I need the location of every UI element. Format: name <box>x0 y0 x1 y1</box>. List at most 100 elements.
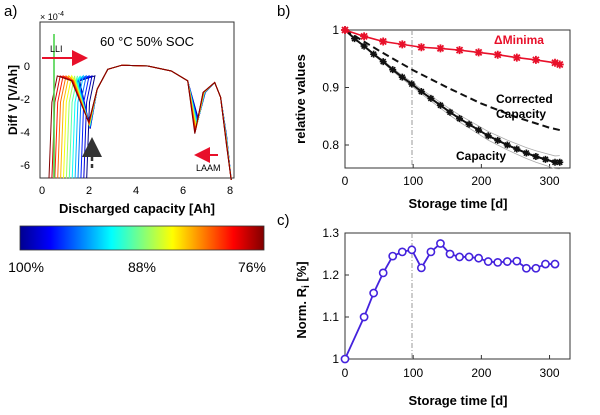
minima-point <box>551 58 559 67</box>
minima-point <box>379 37 388 46</box>
resistance-point <box>378 268 388 278</box>
corrected-capacity-label-line1: Corrected <box>496 92 553 106</box>
capacity-point <box>379 58 387 66</box>
resistance-point <box>541 259 550 269</box>
colorbar-gradient <box>19 225 265 251</box>
capacity-point <box>427 94 435 102</box>
panel-b-xlabel: Storage time [d] <box>409 196 508 211</box>
capacity-point <box>417 88 425 96</box>
capacity-point <box>351 35 359 43</box>
resistance-point <box>464 252 474 262</box>
panel-b-ticks: 0 100 200 300 1 0.9 0.8 <box>322 23 560 188</box>
panel-a-xlabel: Discharged capacity [Ah] <box>59 201 215 216</box>
minima-point <box>455 46 464 55</box>
panel-b-xtick: 300 <box>540 174 560 188</box>
minima-point <box>474 48 483 57</box>
resistance-point <box>369 288 379 298</box>
panel-c-xtick: 200 <box>471 366 491 380</box>
capacity-point <box>408 80 416 88</box>
llil-label: LLI <box>50 44 63 54</box>
panel-b-series <box>341 26 564 170</box>
resistance-point <box>521 263 531 273</box>
colorbar-label: 100% <box>8 259 44 275</box>
capacity-point <box>513 145 521 153</box>
capacity-point <box>475 126 483 134</box>
panel-c-xtick: 100 <box>403 366 423 380</box>
resistance-point <box>455 252 464 262</box>
capacity-point <box>465 120 473 128</box>
panel-c-ylabel-sub: i <box>301 285 312 288</box>
panel-c-ylabel-main: Norm. R <box>294 287 309 338</box>
panel-a-xtick: 6 <box>180 185 186 197</box>
resistance-point <box>416 263 426 273</box>
capacity-point <box>522 149 530 157</box>
capacity-point <box>360 42 368 50</box>
resistance-line <box>344 242 555 360</box>
capacity-point <box>389 66 397 74</box>
resistance-point <box>493 257 503 267</box>
capacity-point <box>494 136 502 144</box>
panel-c-xtick: 300 <box>540 366 560 380</box>
colorbar-label: 88% <box>128 259 156 275</box>
minima-point <box>341 26 349 34</box>
capacity-point <box>532 153 540 160</box>
resistance-point <box>474 253 484 263</box>
capacity-point <box>541 155 549 163</box>
panel-a-scale-exp: -4 <box>58 11 64 18</box>
panel-b-xtick: 100 <box>403 174 423 188</box>
capacity-point <box>484 132 492 140</box>
panel-a-scale: × 10-4 <box>40 11 64 22</box>
minima-series-label: ΔMinima <box>494 33 544 47</box>
resistance-point <box>397 247 407 257</box>
panel-a-ytick: 0 <box>24 61 30 73</box>
resistance-point <box>550 259 560 269</box>
capacity-point <box>370 50 378 58</box>
resistance-point <box>436 239 445 248</box>
resistance-point <box>445 249 455 259</box>
panel-a-xtick: 4 <box>133 185 139 197</box>
capacity-point <box>398 73 406 81</box>
panel-c-ytick: 1 <box>332 352 339 366</box>
panel-a-yticks: 0 -2 -4 -6 <box>20 61 30 172</box>
panel-c-series <box>340 239 560 364</box>
panel-c-ytick: 1.1 <box>322 310 339 324</box>
capacity-point <box>503 141 511 149</box>
corrected-capacity-label-line2: Capacity <box>496 107 546 121</box>
resistance-point <box>426 247 436 257</box>
panel-c-ytick: 1.2 <box>322 268 339 282</box>
resistance-point <box>407 245 417 255</box>
panel-b-axes <box>344 29 571 169</box>
panel-b-ytick: 0.8 <box>322 138 339 152</box>
panel-b: b) 0 100 200 300 1 0.9 0.8 ΔMinima Corrected C… <box>277 3 571 211</box>
colorbar: 100% 88% 76% <box>8 225 266 275</box>
resistance-point <box>340 354 350 364</box>
panel-a-xtick: 0 <box>39 185 45 197</box>
minima-point <box>555 60 564 69</box>
capacity-point <box>551 158 559 166</box>
laam-label: LAAM <box>196 163 221 173</box>
capacity-point <box>446 108 454 116</box>
panel-c-ticks: 0 100 200 300 1.3 1.2 1.1 1 <box>322 226 560 380</box>
panel-a-scale-base: × 10 <box>40 12 58 22</box>
minima-point <box>493 50 502 59</box>
resistance-point <box>483 257 493 266</box>
panel-a-title: 60 °C 50% SOC <box>100 34 194 49</box>
resistance-point <box>512 256 522 266</box>
panel-a-xtick: 8 <box>227 185 233 197</box>
panel-b-ylabel: relative values <box>293 54 308 144</box>
minima-point <box>360 32 369 41</box>
panel-a-axes <box>39 21 235 179</box>
corrected-capacity-line <box>344 29 560 132</box>
panel-c-xlabel: Storage time [d] <box>409 393 508 408</box>
minima-point <box>417 43 426 52</box>
panel-a: a) × 10-4 60 °C 50% SOC LLI LAAM 0 -2 -4… <box>4 3 235 216</box>
panel-b-xtick: 200 <box>471 174 491 188</box>
minima-point <box>436 44 445 53</box>
panel-a-ytick: -2 <box>20 94 30 106</box>
panel-a-curves <box>48 64 232 180</box>
panel-b-letter: b) <box>277 3 290 20</box>
panel-c-xtick: 0 <box>342 366 349 380</box>
panel-c: c) 0 100 200 300 1.3 1.2 1.1 1 Storage time [d]… <box>277 212 571 408</box>
colorbar-label: 76% <box>238 259 266 275</box>
